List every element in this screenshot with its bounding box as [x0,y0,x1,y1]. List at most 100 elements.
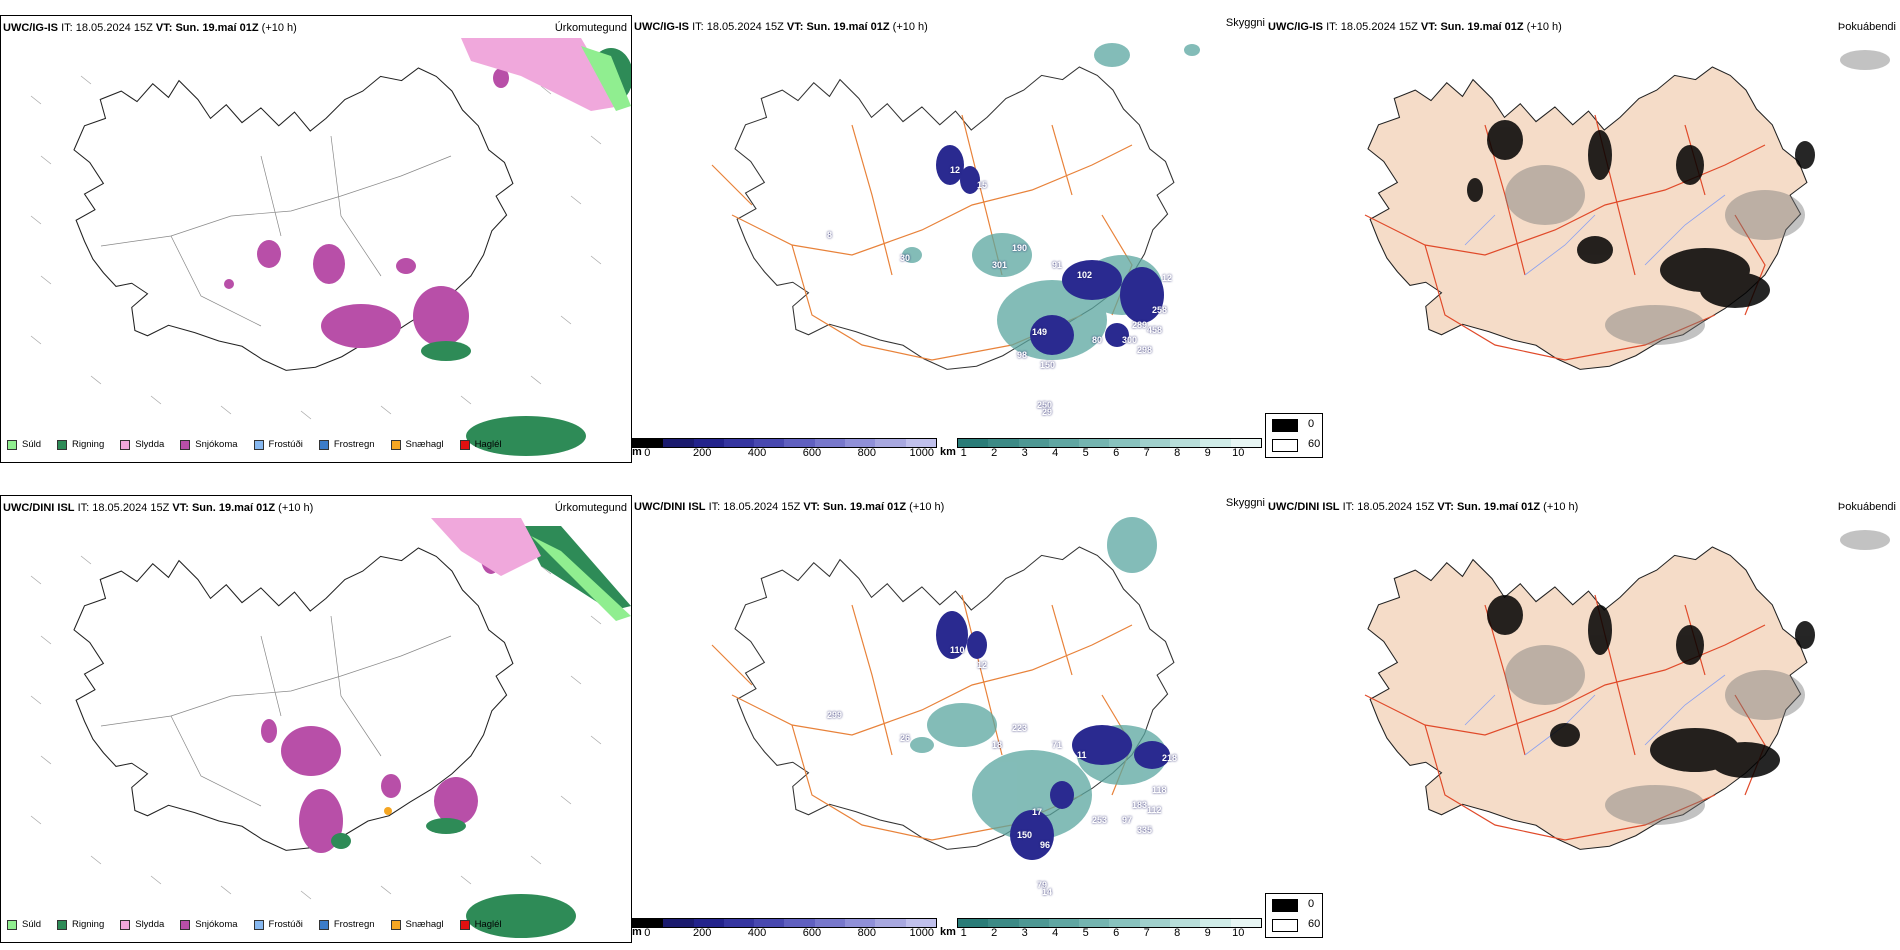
vt-value: Sun. 19.maí 01Z [806,21,890,33]
visibility-value-label: 223 [1012,723,1028,733]
colorbar-cell [1109,919,1140,927]
colorbar-tick-label: 0 [644,927,651,939]
precip-legend-label: Rigning [72,439,105,450]
visibility-m-colorbar-1 [632,438,937,448]
it-value: 18.05.2024 15Z [92,502,170,514]
lead-time: (+10 h) [892,21,928,33]
colorbar-cell [988,919,1019,927]
fog-legend-swatch-0 [1272,419,1298,432]
it-label: IT: [61,22,73,34]
it-value: 18.05.2024 15Z [1340,21,1418,33]
precip-legend-swatch [390,439,401,450]
precip-legend-item: Snjókoma [180,919,238,930]
visibility-title-1: Skyggni [1225,17,1265,29]
precip-legend-label: Súld [22,919,42,930]
visibility-value-label: 458 [1147,325,1163,335]
precip-type-title-2: Úrkomutegund [554,502,627,514]
vt-label: VT: [1420,21,1438,33]
precip-legend-swatch [120,439,131,450]
colorbar-tick-label: 200 [692,447,712,459]
colorbar-cell [988,439,1019,447]
visibility-value-label: 98 [1017,350,1028,360]
colorbar-cell [814,919,846,927]
snow-pellet-areas [384,807,392,815]
precip-legend-item: Snæhagl [390,919,444,930]
colorbar-tick-label: 3 [1021,447,1028,459]
colorbar-tick-label: 0 [644,447,651,459]
visibility-m-areas [936,145,1164,355]
colorbar-cell [693,919,724,927]
colorbar-cell [1139,919,1171,927]
colorbar-cell [754,919,785,927]
colorbar-tick-label: 8 [1174,447,1181,459]
vt-label: VT: [172,502,189,514]
colorbar-cell [693,439,724,447]
lead-time: (+10 h) [909,501,945,513]
precip-legend-item: Snæhagl [390,439,444,450]
colorbar-tick-label: 400 [747,447,767,459]
precip-legend-swatch [7,919,17,930]
precip-legend-label: Slydda [135,919,165,930]
colorbar-tick-label: 600 [802,447,822,459]
colorbar-cell [1018,919,1049,927]
lead-time: (+10 h) [1543,501,1579,513]
precip-legend-label: Haglél [474,919,502,930]
unit-m: m [632,446,642,458]
colorbar-tick-label: 400 [747,927,767,939]
model-name: UWC/DINI ISL [3,502,75,514]
colorbar-cell [784,919,815,927]
colorbar-tick-label: 1000 [909,927,934,939]
precip-legend-item: Slydda [120,919,164,930]
vt-value: Sun. 19.maí 01Z [175,22,259,34]
precip-legend-item: Frostúði [253,439,303,450]
model-name: UWC/IG-IS [3,22,58,34]
fog-legend-swatch-60 [1272,919,1298,932]
unit-km: km [940,446,956,458]
visibility-m-areas [936,611,1170,860]
visibility-value-label: 335 [1137,825,1153,835]
precip-map-1 [30,38,631,456]
roads [711,594,1133,841]
precip-legend-item: Súld [7,439,41,450]
it-value: 18.05.2024 15Z [75,22,153,34]
precip-legend-swatch [253,919,264,930]
colorbar-tick-label: 10 [1232,927,1245,939]
colorbar-cell [784,439,815,447]
visibility-value-label: 71 [1052,740,1063,750]
colorbar-cell [845,919,876,927]
visibility-value-label: 12 [950,165,961,175]
precip-legend-label: Frostúði [268,919,303,930]
colorbar-tick-label: 2 [991,447,998,459]
visibility-value-label: 97 [1122,815,1133,825]
visibility-value-label: 289 [1132,320,1148,330]
colorbar-cell [663,439,694,447]
visibility-value-label: 102 [1077,270,1093,280]
precip-legend-label: Snjókoma [195,919,238,930]
fog-areas [1487,595,1815,778]
it-value: 18.05.2024 15Z [1357,501,1435,513]
visibility-map-2 [711,517,1175,860]
visibility-value-label: 258 [1152,305,1168,315]
vt-value: Sun. 19.maí 01Z [1440,21,1524,33]
precip-panel-1: UWC/IG-IS IT: 18.05.2024 15Z VT: Sun. 19… [0,15,632,463]
model-name: UWC/DINI ISL [634,501,706,513]
colorbar-cell [1109,439,1140,447]
colorbar-cell [1170,919,1201,927]
colorbar-tick-label: 7 [1143,927,1150,939]
colorbar-tick-label: 7 [1143,447,1150,459]
visibility-panel-1: UWC/IG-IS IT: 18.05.2024 15Z VT: Sun. 19… [632,15,1265,463]
fog-header-1: UWC/IG-IS IT: 18.05.2024 15Z VT: Sun. 19… [1268,21,1562,34]
it-label: IT: [692,21,704,33]
wind-barbs [30,75,602,420]
colorbar-cell [1230,439,1261,447]
roads [711,114,1133,361]
visibility-value-label: 12 [977,660,988,670]
precip-legend-swatch [459,439,470,450]
visibility-value-label: 118 [1152,785,1167,795]
precip-legend-label: Súld [22,439,42,450]
precip-legend-label: Frostregn [333,439,375,450]
colorbar-cell [1200,439,1231,447]
colorbar-cell [875,919,906,927]
snow-areas [224,68,509,348]
precip-legend-swatch [253,439,264,450]
